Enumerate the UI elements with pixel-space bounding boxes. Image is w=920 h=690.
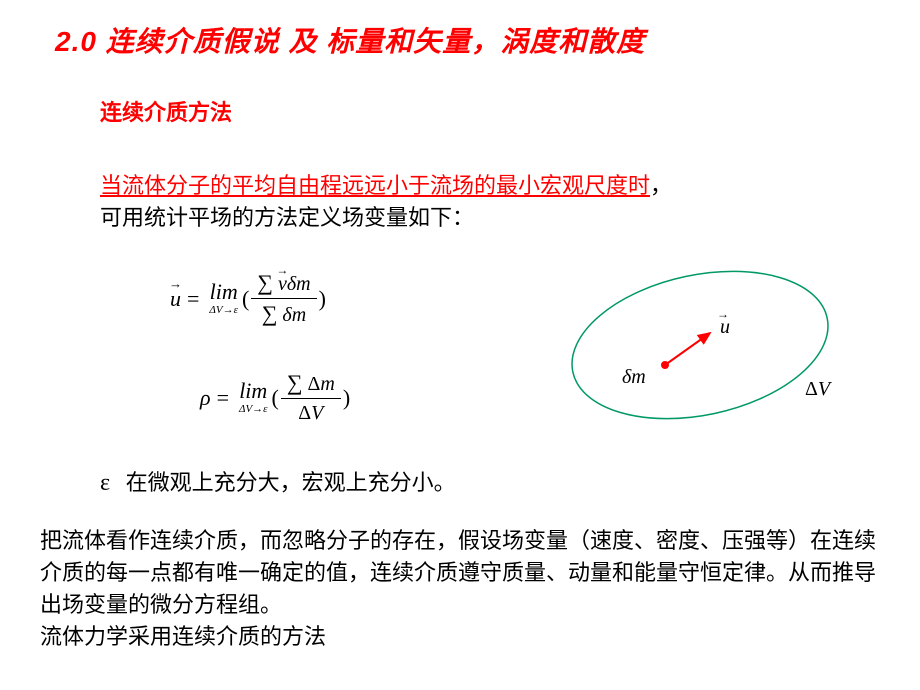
denominator: ∑ δm bbox=[256, 299, 312, 327]
close-paren: ) bbox=[343, 385, 350, 411]
numerator: ∑ vδm bbox=[251, 270, 316, 299]
slide-page: 2.0 连续介质假说 及 标量和矢量，涡度和散度 连续介质方法 当流体分子的平均… bbox=[0, 0, 920, 690]
velocity-arrow bbox=[665, 333, 710, 365]
fraction: ∑ Δm ΔV bbox=[281, 370, 341, 425]
m-var: m bbox=[292, 304, 306, 326]
denominator: ΔV bbox=[292, 399, 329, 425]
lim-sub: ΔV→ε bbox=[239, 404, 268, 415]
lim-sub: ΔV→ε bbox=[209, 305, 238, 316]
para-2: 流体力学采用连续介质的方法 bbox=[40, 624, 326, 649]
definition-intro: 可用统计平场的方法定义场变量如下： bbox=[100, 200, 474, 232]
sigma-icon: ∑ bbox=[257, 270, 273, 295]
sigma-icon: ∑ bbox=[287, 370, 303, 395]
equation-velocity: u = lim ΔV→ε ( ∑ vδm ∑ δm ) bbox=[170, 270, 326, 328]
lim-sub-dv: ΔV bbox=[239, 403, 252, 415]
v-vector: v bbox=[278, 272, 287, 296]
equals: = bbox=[187, 286, 199, 312]
delta-m-label: δm bbox=[622, 366, 646, 388]
epsilon-symbol: ε bbox=[100, 470, 110, 496]
delta: δ bbox=[282, 304, 291, 326]
lim-sub-arrow: → bbox=[252, 403, 263, 415]
u-arrow-icon: → bbox=[717, 307, 729, 321]
para-1: 把流体看作连续介质，而忽略分子的存在，假设场变量（速度、密度、压强等）在连续介质… bbox=[40, 528, 876, 617]
equation-density: ρ = lim ΔV→ε ( ∑ Δm ΔV ) bbox=[200, 370, 350, 425]
delta-V-label: ΔV bbox=[805, 378, 833, 400]
lim-sub-arrow: → bbox=[223, 304, 234, 316]
page-title: 2.0 连续介质假说 及 标量和矢量，涡度和散度 bbox=[55, 20, 645, 60]
epsilon-note: ε 在微观上充分大，宏观上充分小。 bbox=[100, 465, 456, 497]
lim-text: lim bbox=[210, 281, 238, 303]
diagram-svg: u → δm ΔV bbox=[540, 255, 860, 435]
close-paren: ) bbox=[319, 286, 326, 312]
lim-sub-eps: ε bbox=[263, 403, 267, 415]
m-var: m bbox=[320, 373, 334, 395]
limit-block: lim ΔV→ε bbox=[209, 281, 238, 316]
Delta: Δ bbox=[298, 402, 311, 424]
section-subtitle: 连续介质方法 bbox=[100, 95, 232, 127]
body-paragraph: 把流体看作连续介质，而忽略分子的存在，假设场变量（速度、密度、压强等）在连续介质… bbox=[40, 525, 880, 653]
open-paren: ( bbox=[242, 286, 249, 312]
lim-sub-eps: ε bbox=[234, 304, 238, 316]
condition-underlined: 当流体分子的平均自由程远远小于流场的最小宏观尺度时 bbox=[100, 173, 650, 198]
m-var: m bbox=[296, 273, 310, 295]
equals: = bbox=[217, 385, 229, 411]
epsilon-text: 在微观上充分大，宏观上充分小。 bbox=[126, 470, 456, 495]
lim-sub-dv: ΔV bbox=[209, 304, 222, 316]
Delta: Δ bbox=[308, 373, 321, 395]
rho-var: ρ bbox=[200, 385, 211, 411]
open-paren: ( bbox=[272, 385, 279, 411]
condition-suffix: ， bbox=[650, 173, 672, 198]
lim-text: lim bbox=[239, 380, 267, 402]
V-var: V bbox=[311, 402, 323, 424]
u-vector: u bbox=[170, 286, 181, 312]
numerator: ∑ Δm bbox=[281, 370, 341, 399]
sigma-icon: ∑ bbox=[262, 301, 278, 326]
limit-block: lim ΔV→ε bbox=[239, 380, 268, 415]
volume-diagram: u → δm ΔV bbox=[540, 255, 860, 435]
volume-ellipse bbox=[558, 255, 841, 435]
condition-line: 当流体分子的平均自由程远远小于流场的最小宏观尺度时， bbox=[100, 168, 672, 200]
fraction: ∑ vδm ∑ δm bbox=[251, 270, 316, 328]
